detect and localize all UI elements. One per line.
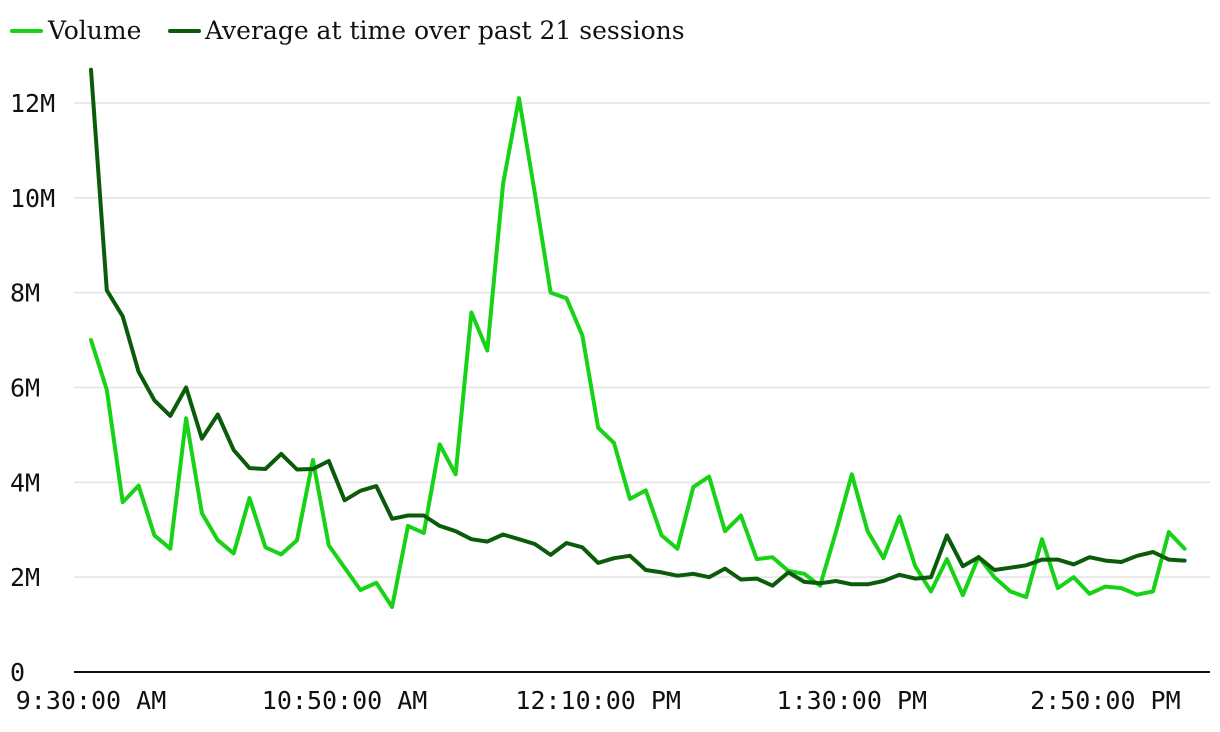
legend-item-volume: Volume bbox=[10, 16, 141, 45]
series-line-volume bbox=[89, 96, 1187, 609]
y-tick-label: 6M bbox=[10, 373, 40, 402]
y-tick-label: 2M bbox=[10, 563, 40, 592]
y-tick-label: 8M bbox=[10, 279, 40, 308]
y-tick-label: 10M bbox=[10, 184, 55, 213]
y-tick-label: 12M bbox=[10, 89, 55, 118]
legend-item-average: Average at time over past 21 sessions bbox=[168, 16, 685, 45]
x-tick-label: 9:30:00 AM bbox=[16, 686, 167, 715]
legend: Volume Average at time over past 21 sess… bbox=[10, 16, 685, 45]
y-axis-ticks: 0 2M 4M 6M 8M 10M 12M bbox=[10, 89, 55, 687]
x-tick-label: 1:30:00 PM bbox=[777, 686, 928, 715]
x-tick-label: 2:50:00 PM bbox=[1030, 686, 1181, 715]
series-lines bbox=[89, 67, 1187, 609]
y-tick-label: 0 bbox=[10, 658, 25, 687]
x-tick-label: 10:50:00 AM bbox=[262, 686, 428, 715]
y-tick-label: 4M bbox=[10, 468, 40, 497]
x-tick-label: 12:10:00 PM bbox=[515, 686, 681, 715]
legend-label-volume: Volume bbox=[47, 16, 141, 45]
series-line-average bbox=[89, 67, 1187, 588]
gridlines bbox=[74, 102, 1210, 578]
x-axis-ticks: 9:30:00 AM 10:50:00 AM 12:10:00 PM 1:30:00 … bbox=[16, 686, 1181, 715]
legend-label-average: Average at time over past 21 sessions bbox=[204, 16, 685, 45]
